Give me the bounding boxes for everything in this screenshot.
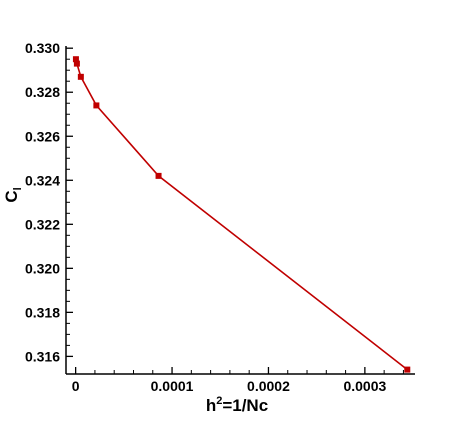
x-tick-label: 0 xyxy=(72,378,80,394)
y-tick-label: 0.326 xyxy=(25,128,60,144)
y-tick-label: 0.322 xyxy=(25,216,60,232)
y-tick-label: 0.324 xyxy=(25,172,60,188)
y-tick-label: 0.318 xyxy=(25,304,60,320)
y-tick-label: 0.316 xyxy=(25,348,60,364)
x-tick-label: 0.0001 xyxy=(151,378,194,394)
data-point-marker xyxy=(73,60,80,67)
data-point-marker xyxy=(77,73,84,80)
series-line xyxy=(75,59,408,371)
x-tick-label: 0.0003 xyxy=(343,378,386,394)
x-axis-title: h2=1/Nc xyxy=(206,395,268,415)
series xyxy=(72,56,411,373)
y-axis-title: Cl xyxy=(2,187,24,202)
x-tick-label: 0.0002 xyxy=(247,378,290,394)
y-tick-label: 0.330 xyxy=(25,40,60,56)
data-point-marker xyxy=(155,172,162,179)
y-axis-title-subscript: l xyxy=(12,187,24,190)
x-ticks: 0 0.0001 0.0002 0.0003 xyxy=(72,367,404,394)
y-axis-title-base: C xyxy=(2,190,21,202)
axes xyxy=(65,46,415,375)
y-ticks: 0.316 0.318 0.320 0.322 0.324 0.326 0.328 0.330 xyxy=(25,40,73,364)
x-axis-title-base: h xyxy=(206,396,216,415)
x-axis-title-superscript: 2 xyxy=(216,395,222,407)
y-tick-label: 0.328 xyxy=(25,84,60,100)
data-point-marker xyxy=(93,102,100,109)
y-tick-label: 0.320 xyxy=(25,260,60,276)
x-axis-title-rest: =1/Nc xyxy=(222,396,268,415)
data-point-marker xyxy=(404,366,411,373)
data-point-marker xyxy=(72,56,79,63)
